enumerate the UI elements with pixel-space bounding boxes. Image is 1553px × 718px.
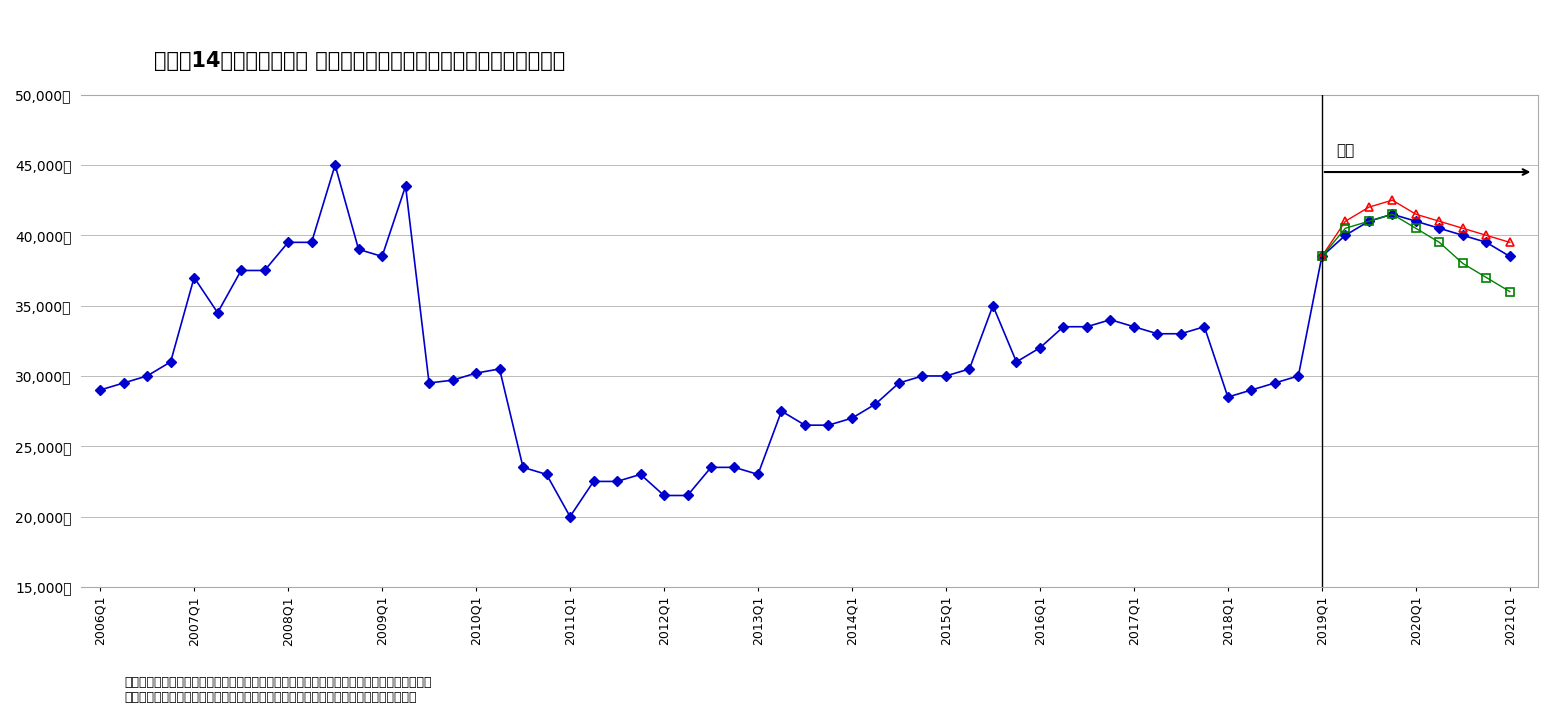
Text: 予測: 予測 (1336, 143, 1354, 158)
Text: 図表－14　東京都心部Ａ クラスビルの成約賃料見通し（四半期推計）: 図表－14 東京都心部Ａ クラスビルの成約賃料見通し（四半期推計） (154, 51, 565, 71)
Text: （資料）実績値は三幸エステート・ニッセイ基礎研究所「オフィスレント・インデックス」
将来見通しは「オフィスレント・インデックス」などを基にニッセイ基礎研究所が推: （資料）実績値は三幸エステート・ニッセイ基礎研究所「オフィスレント・インデックス… (124, 676, 432, 704)
